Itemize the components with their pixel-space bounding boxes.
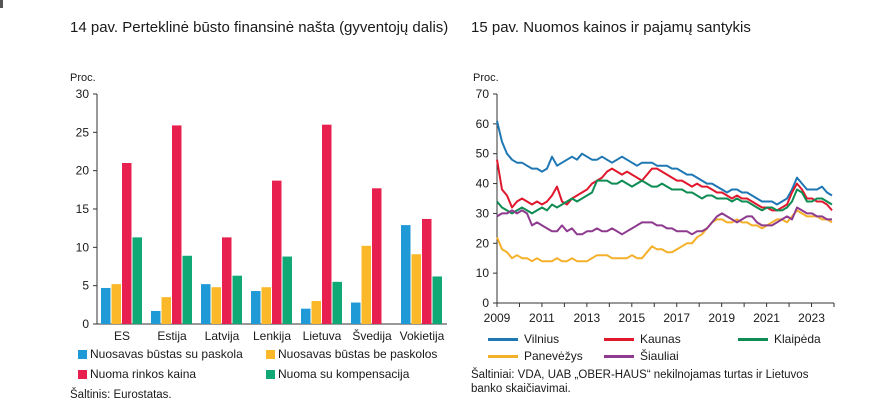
legend-label-mortgage: Nuosavas būstas su paskola [90,347,243,361]
figure-14-source: Šaltinis: Eurostatas. [70,389,172,401]
figure-15-x-tick-label: 2015 [618,311,645,325]
series-line-vilnius [496,120,833,206]
bar-svedija-nuoma-rinkos-kaina [372,188,382,324]
figure-15-y-tick-label: 0 [482,296,489,310]
bar-latvija-nuosavas-bustas-be-paskolos [211,287,221,324]
bar-es-nuosavas-bustas-su-paskola [101,287,111,324]
figure-14-y-tick-label: 20 [76,164,90,178]
bar-estija-nuosavas-bustas-be-paskolos [161,297,171,324]
legend-swatch-siauliai [604,354,634,358]
bar-lenkija-nuoma-rinkos-kaina [272,180,282,324]
legend-item-klaipeda: Klaipėda [738,332,821,346]
figure-14-y-tick-label: 0 [82,317,89,331]
figure-14-x-tick-label: Latvija [205,329,240,343]
bar-latvija-nuoma-su-kompensacija [232,275,242,324]
bar-estija-nuoma-su-kompensacija [182,255,192,324]
bar-lietuva-nuoma-su-kompensacija [332,281,342,324]
figure-15-y-tick-label: 20 [476,236,490,250]
bar-lietuva-nuosavas-bustas-be-paskolos [311,301,321,324]
figure-15-y-tick-label: 40 [476,177,490,191]
figure-15-x-tick-label: 2013 [574,311,601,325]
legend-item-mortgage: Nuosavas būstas su paskola [78,347,243,361]
series-line-siauliai [496,206,832,236]
figure-15-title: 15 pav. Nuomos kainos ir pajamų santykis [471,19,751,36]
bar-svedija-nuosavas-bustas-be-paskolos [361,245,371,324]
legend-swatch-owned [266,349,275,359]
legend-swatch-kaunas [604,337,634,341]
figure-14-y-tick-label: 25 [76,125,90,139]
figure-15-x-tick-label: 2021 [753,311,780,325]
bar-vokietija-nuosavas-bustas-be-paskolos [411,254,421,324]
legend-label-subsidized-rent: Nuoma su kompensacija [278,367,410,381]
bar-lenkija-nuosavas-bustas-su-paskola [251,291,261,324]
figure-14-x-tick-label: Lenkija [253,329,291,343]
figure-15-x-tick-label: 2019 [708,311,735,325]
figure-15: 15 pav. Nuomos kainos ir pajamų santykis… [462,0,886,417]
figure-14-x-tick-label: Lietuva [303,329,342,343]
figure-14: 14 pav. Perteklinė būsto finansinė našta… [0,0,449,401]
figure-15-y-tick-label: 60 [476,117,490,131]
legend-item-panevezys: Panevėžys [488,349,583,363]
figure-15-x-tick-label: 2017 [663,311,690,325]
legend-label-market-rent: Nuoma rinkos kaina [90,367,197,381]
figure-15-source: Šaltiniai: VDA, UAB „OBER-HAUS“ nekilnoj… [471,369,809,395]
figure-14-x-tick-label: ES [114,329,130,343]
legend-label-kaunas: Kaunas [640,332,681,346]
bar-vokietija-nuosavas-bustas-su-paskola [401,225,411,324]
legend-item-kaunas: Kaunas [604,332,681,346]
legend-label-panevezys: Panevėžys [524,349,583,363]
figure-14-bar-chart: 0 5 10 15 20 25 30 ES Estija Latvija Lenkija Lietuv… [76,87,447,343]
figure-15-y-unit: Proc. [473,72,499,84]
figure-15-y-tick-label: 50 [476,147,490,161]
bar-lenkija-nuosavas-bustas-be-paskolos [261,287,271,324]
legend-swatch-mortgage [78,349,87,359]
bar-svedija-nuosavas-bustas-su-paskola [351,302,361,324]
bar-es-nuosavas-bustas-be-paskolos [111,284,121,324]
legend-item-market-rent: Nuoma rinkos kaina [78,367,196,381]
figure-15-y-tick-label: 70 [476,87,490,101]
figure-14-y-tick-label: 30 [76,87,90,101]
figure-14-y-tick-label: 5 [82,279,89,293]
legend-swatch-vilnius [488,337,518,341]
figure-14-x-tick-label: Švedija [352,328,392,343]
bar-estija-nuoma-rinkos-kaina [172,125,182,324]
figure-14-title: 14 pav. Perteklinė būsto finansinė našta… [70,19,449,36]
legend-item-subsidized-rent: Nuoma su kompensacija [266,367,409,381]
figure-15-x-tick-label: 2023 [798,311,825,325]
legend-swatch-panevezys [488,354,518,358]
figure-15-x-tick-label: 2009 [484,311,511,325]
figure-14-y-unit: Proc. [70,72,96,84]
legend-label-vilnius: Vilnius [524,332,560,346]
figure-14-x-tick-label: Estija [157,329,187,343]
figure-15-line-chart: 0 10 20 30 40 50 60 70 2009 2011 2013 2015 2017 2019 2… [476,87,835,325]
bar-estija-nuosavas-bustas-su-paskola [151,310,161,324]
legend-swatch-klaipeda [738,337,768,341]
figure-15-y-tick-label: 30 [476,206,490,220]
legend-label-klaipeda: Klaipėda [774,332,821,346]
figure-14-x-tick-label: Vokietija [400,329,445,343]
figure-14-y-tick-label: 10 [76,240,90,254]
legend-item-vilnius: Vilnius [488,332,559,346]
figure-14-y-tick-label: 15 [76,202,90,216]
bar-lietuva-nuoma-rinkos-kaina [322,124,332,325]
legend-label-owned: Nuosavas būstas be paskolos [278,347,438,361]
bar-vokietija-nuoma-su-kompensacija [432,276,442,324]
bar-vokietija-nuoma-rinkos-kaina [422,218,432,324]
figure-15-y-tick-label: 10 [476,266,490,280]
legend-item-siauliai: Šiauliai [604,349,679,363]
legend-label-siauliai: Šiauliai [640,349,679,363]
bar-lietuva-nuosavas-bustas-su-paskola [301,308,311,324]
series-line-klaipeda [496,179,833,215]
figure-15-x-tick-label: 2011 [529,311,555,325]
page-edge-mark [0,0,3,8]
bar-es-nuoma-rinkos-kaina [122,163,132,324]
legend-item-owned: Nuosavas būstas be paskolos [266,347,437,361]
bar-latvija-nuoma-rinkos-kaina [222,237,232,324]
bar-es-nuoma-su-kompensacija [132,237,142,324]
bar-latvija-nuosavas-bustas-su-paskola [201,284,211,324]
legend-swatch-market-rent [78,369,87,379]
series-line-panevezys [496,209,833,263]
legend-swatch-subsidized-rent [266,369,275,379]
bar-lenkija-nuoma-su-kompensacija [282,256,292,324]
